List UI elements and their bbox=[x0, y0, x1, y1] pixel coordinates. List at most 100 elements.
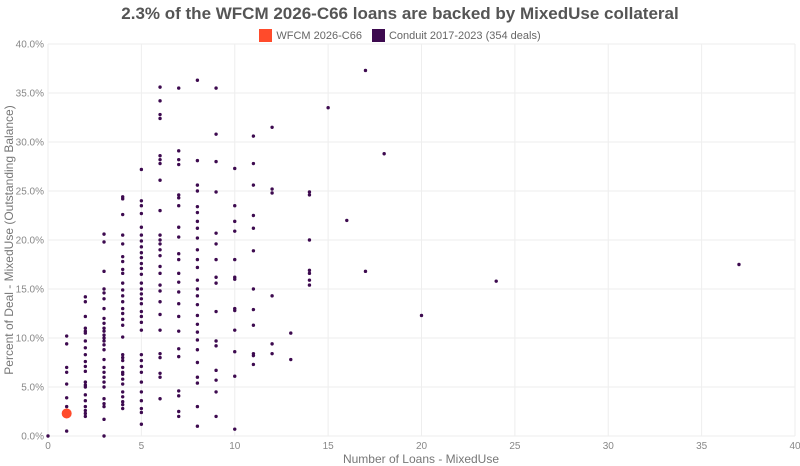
conduit-point[interactable] bbox=[139, 261, 144, 266]
conduit-point[interactable] bbox=[121, 323, 125, 327]
conduit-point[interactable] bbox=[363, 68, 368, 73]
conduit-point[interactable] bbox=[139, 328, 144, 332]
conduit-point[interactable] bbox=[214, 275, 218, 279]
conduit-point[interactable] bbox=[64, 429, 69, 433]
conduit-point[interactable] bbox=[158, 397, 162, 401]
conduit-point[interactable] bbox=[158, 85, 162, 89]
conduit-point[interactable] bbox=[251, 353, 256, 358]
conduit-point[interactable] bbox=[121, 335, 125, 339]
conduit-point[interactable] bbox=[83, 331, 88, 335]
conduit-point[interactable] bbox=[251, 362, 256, 367]
conduit-point[interactable] bbox=[289, 331, 293, 335]
conduit-point[interactable] bbox=[214, 414, 218, 419]
conduit-point[interactable] bbox=[177, 149, 181, 153]
conduit-point[interactable] bbox=[83, 408, 88, 413]
conduit-point[interactable] bbox=[83, 295, 88, 299]
conduit-point[interactable] bbox=[158, 253, 162, 258]
conduit-point[interactable] bbox=[233, 277, 237, 281]
conduit-point[interactable] bbox=[83, 380, 88, 384]
conduit-point[interactable] bbox=[121, 406, 125, 411]
wfcm-point[interactable] bbox=[61, 408, 72, 419]
conduit-point[interactable] bbox=[158, 99, 162, 103]
conduit-point[interactable] bbox=[158, 233, 162, 237]
conduit-point[interactable] bbox=[195, 313, 200, 318]
conduit-point[interactable] bbox=[177, 162, 181, 167]
conduit-point[interactable] bbox=[233, 204, 237, 208]
conduit-point[interactable] bbox=[158, 178, 162, 182]
conduit-point[interactable] bbox=[102, 357, 106, 362]
conduit-point[interactable] bbox=[233, 328, 237, 332]
conduit-point[interactable] bbox=[83, 369, 88, 374]
conduit-point[interactable] bbox=[326, 106, 330, 110]
conduit-point[interactable] bbox=[121, 300, 125, 304]
conduit-point[interactable] bbox=[214, 159, 218, 164]
conduit-point[interactable] bbox=[121, 254, 125, 259]
conduit-point[interactable] bbox=[46, 434, 50, 438]
conduit-point[interactable] bbox=[139, 380, 144, 384]
conduit-point[interactable] bbox=[83, 411, 88, 416]
conduit-point[interactable] bbox=[214, 368, 218, 373]
conduit-point[interactable] bbox=[214, 231, 218, 235]
conduit-point[interactable] bbox=[158, 355, 162, 360]
conduit-point[interactable] bbox=[102, 375, 106, 379]
conduit-point[interactable] bbox=[233, 427, 237, 431]
conduit-point[interactable] bbox=[139, 266, 144, 271]
conduit-point[interactable] bbox=[102, 326, 106, 330]
conduit-point[interactable] bbox=[121, 372, 125, 376]
conduit-point[interactable] bbox=[382, 152, 386, 156]
conduit-point[interactable] bbox=[177, 290, 181, 294]
conduit-point[interactable] bbox=[158, 283, 162, 287]
conduit-point[interactable] bbox=[233, 350, 237, 354]
conduit-point[interactable] bbox=[121, 233, 125, 237]
conduit-point[interactable] bbox=[177, 409, 181, 414]
conduit-point[interactable] bbox=[214, 378, 218, 382]
conduit-point[interactable] bbox=[139, 370, 144, 374]
conduit-point[interactable] bbox=[233, 166, 237, 171]
conduit-point[interactable] bbox=[102, 380, 106, 384]
conduit-point[interactable] bbox=[121, 390, 125, 394]
conduit-point[interactable] bbox=[102, 297, 106, 301]
conduit-point[interactable] bbox=[158, 271, 162, 276]
conduit-point[interactable] bbox=[139, 287, 144, 291]
conduit-point[interactable] bbox=[158, 208, 162, 213]
conduit-point[interactable] bbox=[177, 204, 181, 208]
conduit-point[interactable] bbox=[121, 402, 125, 407]
conduit-point[interactable] bbox=[195, 322, 200, 326]
conduit-point[interactable] bbox=[139, 204, 144, 208]
conduit-point[interactable] bbox=[177, 354, 181, 359]
conduit-point[interactable] bbox=[102, 397, 106, 401]
conduit-point[interactable] bbox=[233, 374, 237, 378]
conduit-point[interactable] bbox=[177, 389, 181, 393]
conduit-point[interactable] bbox=[83, 346, 88, 350]
conduit-point[interactable] bbox=[139, 272, 144, 276]
conduit-point[interactable] bbox=[158, 161, 162, 166]
conduit-point[interactable] bbox=[214, 257, 218, 262]
conduit-point[interactable] bbox=[83, 364, 88, 369]
conduit-point[interactable] bbox=[64, 365, 69, 370]
conduit-point[interactable] bbox=[177, 302, 181, 306]
conduit-point[interactable] bbox=[195, 424, 200, 428]
conduit-point[interactable] bbox=[158, 289, 162, 293]
conduit-point[interactable] bbox=[139, 211, 144, 216]
conduit-point[interactable] bbox=[177, 257, 181, 262]
conduit-point[interactable] bbox=[195, 375, 200, 379]
conduit-point[interactable] bbox=[214, 309, 218, 314]
conduit-point[interactable] bbox=[139, 422, 144, 426]
conduit-point[interactable] bbox=[158, 157, 162, 162]
conduit-point[interactable] bbox=[83, 399, 88, 403]
conduit-point[interactable] bbox=[177, 329, 181, 333]
conduit-point[interactable] bbox=[251, 213, 256, 218]
conduit-point[interactable] bbox=[195, 204, 200, 209]
conduit-point[interactable] bbox=[177, 394, 181, 398]
conduit-point[interactable] bbox=[102, 321, 106, 325]
conduit-point[interactable] bbox=[195, 158, 200, 163]
conduit-point[interactable] bbox=[139, 302, 144, 306]
conduit-point[interactable] bbox=[195, 330, 200, 334]
conduit-point[interactable] bbox=[102, 291, 106, 295]
conduit-point[interactable] bbox=[102, 365, 106, 370]
conduit-point[interactable] bbox=[251, 226, 256, 230]
conduit-point[interactable] bbox=[251, 183, 256, 187]
conduit-point[interactable] bbox=[195, 404, 200, 409]
conduit-point[interactable] bbox=[139, 251, 144, 255]
conduit-point[interactable] bbox=[233, 308, 237, 313]
